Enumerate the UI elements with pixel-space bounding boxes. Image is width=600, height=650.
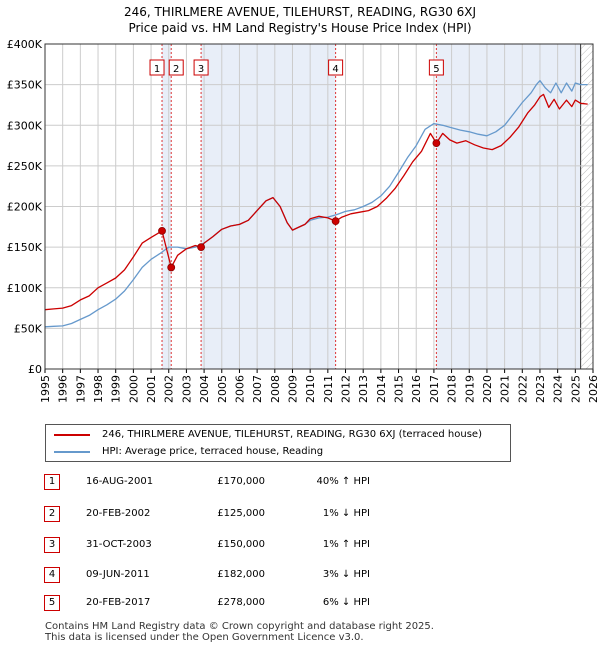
x-tick-label: 2008 <box>269 375 282 403</box>
x-tick-label: 2001 <box>145 375 158 403</box>
y-tick-label: £100K <box>7 282 43 295</box>
transaction-price: £278,000 <box>217 597 265 608</box>
price-chart: £0 £50K £100K £150K £200K £250K £300K £350K £400… <box>7 38 600 403</box>
sale-label: 5 <box>433 64 439 75</box>
y-tick-label: £400K <box>7 38 43 51</box>
x-tick-label: 2017 <box>428 375 441 403</box>
x-tick-label: 2002 <box>163 375 176 403</box>
x-tick-label: 2010 <box>304 375 317 403</box>
transaction-hpi: 1% ↓ HPI <box>322 508 370 519</box>
sale-label: 2 <box>173 64 179 75</box>
y-tick-label: £50K <box>14 322 43 335</box>
legend-swatch-hpi <box>54 451 90 453</box>
transaction-date: 09-JUN-2011 <box>86 569 150 580</box>
sale-label-box <box>428 59 444 76</box>
sale-label: 1 <box>154 64 160 75</box>
transaction-row: 3 31-OCT-2003 £150,000 1% ↑ HPI <box>0 536 600 554</box>
transaction-date: 31-OCT-2003 <box>86 539 152 550</box>
x-tick-label: 1995 <box>39 375 52 403</box>
sale-label-box <box>149 59 165 76</box>
transaction-price: £182,000 <box>217 569 265 580</box>
transaction-hpi: 3% ↓ HPI <box>322 569 370 580</box>
transaction-number: 1 <box>44 474 60 490</box>
x-tick-label: 2003 <box>180 375 193 403</box>
property-series-line <box>44 93 588 311</box>
x-tick-label: 2024 <box>552 375 565 403</box>
legend-label-hpi: HPI: Average price, terraced house, Read… <box>102 446 324 457</box>
x-tick-label: 2025 <box>569 375 582 403</box>
x-tick-label: 2022 <box>516 375 529 403</box>
sale-label-box <box>168 59 184 76</box>
x-tick-label: 2016 <box>410 375 423 403</box>
chart-title: 246, THIRLMERE AVENUE, TILEHURST, READIN… <box>123 5 477 19</box>
x-tick-label: 2026 <box>587 375 600 403</box>
x-tick-label: 1998 <box>92 375 105 403</box>
x-tick-label: 2019 <box>463 375 476 403</box>
x-tick-label: 2012 <box>340 375 353 403</box>
transaction-price: £150,000 <box>217 539 265 550</box>
sale-point <box>167 263 176 272</box>
x-tick-label: 2006 <box>233 375 246 403</box>
x-tick-label: 2007 <box>251 375 264 403</box>
transaction-hpi: 40% ↑ HPI <box>316 476 370 487</box>
transaction-number: 2 <box>44 506 60 522</box>
sale-label: 3 <box>198 64 204 75</box>
plot-frame <box>44 43 594 370</box>
x-tick-label: 1997 <box>74 375 87 403</box>
transaction-hpi: 6% ↓ HPI <box>322 597 370 608</box>
x-tick-label: 2020 <box>481 375 494 403</box>
y-tick-label: £350K <box>7 79 43 92</box>
sale-point <box>158 226 166 235</box>
licence-notice: This data is licensed under the Open Gov… <box>45 632 364 643</box>
copyright-notice: Contains HM Land Registry data © Crown c… <box>45 621 434 632</box>
y-tick-label: £250K <box>7 160 43 173</box>
transaction-number: 5 <box>44 595 60 611</box>
x-tick-label: 2018 <box>446 375 459 403</box>
x-tick-label: 1999 <box>110 375 123 403</box>
y-tick-label: £200K <box>7 201 43 214</box>
transaction-date: 20-FEB-2002 <box>86 508 151 519</box>
x-tick-label: 2005 <box>216 375 229 403</box>
transaction-row: 5 20-FEB-2017 £278,000 6% ↓ HPI <box>0 594 600 612</box>
transaction-date: 20-FEB-2017 <box>86 597 151 608</box>
y-tick-label: £300K <box>7 119 43 132</box>
x-tick-label: 2013 <box>357 375 370 403</box>
transaction-price: £170,000 <box>217 476 265 487</box>
legend-label-property: 246, THIRLMERE AVENUE, TILEHURST, READIN… <box>102 429 482 440</box>
legend-swatch-property <box>54 434 90 436</box>
x-tick-label: 2011 <box>322 375 335 403</box>
x-tick-label: 2000 <box>127 375 140 403</box>
transaction-hpi: 1% ↑ HPI <box>322 539 370 550</box>
legend: 246, THIRLMERE AVENUE, TILEHURST, READIN… <box>45 424 511 462</box>
transaction-row: 4 09-JUN-2011 £182,000 3% ↓ HPI <box>0 566 600 584</box>
x-tick-label: 2014 <box>375 375 388 403</box>
transaction-date: 16-AUG-2001 <box>86 476 154 487</box>
x-tick-label: 2004 <box>198 375 211 403</box>
transaction-number: 3 <box>44 537 60 553</box>
sale-point <box>197 243 205 252</box>
sale-label-box <box>193 59 209 76</box>
x-tick-label: 2021 <box>499 375 512 403</box>
x-tick-label: 2015 <box>393 375 406 403</box>
transaction-price: £125,000 <box>217 508 265 519</box>
sale-label-box <box>328 59 344 76</box>
chart-subtitle: Price paid vs. HM Land Registry's House … <box>128 21 472 35</box>
sale-label: 4 <box>332 64 338 75</box>
y-tick-label: £150K <box>7 241 43 254</box>
y-tick-label: £0 <box>28 363 42 376</box>
transaction-row: 1 16-AUG-2001 £170,000 40% ↑ HPI <box>0 473 600 491</box>
x-tick-label: 2009 <box>286 375 299 403</box>
hpi-series-line <box>44 79 588 328</box>
sale-point <box>432 139 441 148</box>
x-tick-label: 1996 <box>57 375 70 403</box>
transaction-row: 2 20-FEB-2002 £125,000 1% ↓ HPI <box>0 505 600 523</box>
sale-point <box>331 217 340 226</box>
transaction-number: 4 <box>44 567 60 583</box>
x-tick-label: 2023 <box>534 375 547 403</box>
